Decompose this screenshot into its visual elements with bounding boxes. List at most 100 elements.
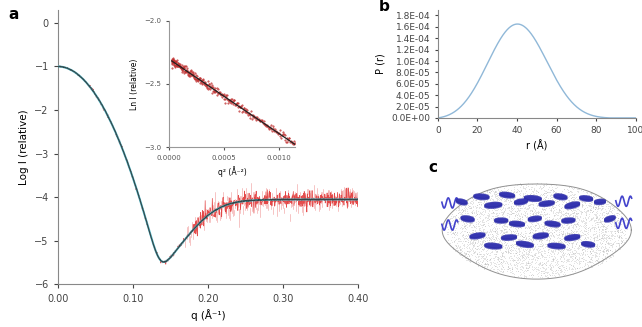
Ellipse shape xyxy=(524,197,542,202)
Point xyxy=(561,214,571,219)
Point xyxy=(615,216,625,221)
Point xyxy=(502,234,512,239)
Point xyxy=(543,257,553,262)
Point xyxy=(515,205,525,211)
Point xyxy=(535,209,546,214)
Point xyxy=(506,188,516,193)
Point xyxy=(480,261,490,266)
Point xyxy=(527,208,537,213)
Point xyxy=(589,207,600,212)
Point xyxy=(535,265,545,270)
Point xyxy=(576,187,586,193)
Point xyxy=(512,246,523,251)
Point xyxy=(468,244,478,249)
Point xyxy=(595,237,605,242)
Point xyxy=(501,198,511,204)
Point xyxy=(533,225,543,231)
Point xyxy=(599,224,609,229)
Point xyxy=(575,224,585,229)
Point xyxy=(613,219,623,224)
Point xyxy=(458,207,469,213)
Point xyxy=(539,265,550,270)
Point xyxy=(573,207,584,212)
Point xyxy=(496,256,507,262)
Point xyxy=(613,244,623,249)
Point xyxy=(527,231,537,236)
Point xyxy=(533,273,543,278)
Point xyxy=(605,240,616,245)
Point xyxy=(510,198,521,203)
Point xyxy=(612,234,622,239)
Point xyxy=(533,262,543,267)
Point xyxy=(531,264,541,269)
Point xyxy=(494,246,504,251)
Point xyxy=(473,224,483,229)
Point xyxy=(556,236,566,242)
Point xyxy=(606,254,616,260)
Point xyxy=(614,232,625,237)
Point xyxy=(584,254,594,260)
Point xyxy=(568,225,578,230)
Point xyxy=(512,186,522,192)
Point xyxy=(553,267,564,272)
Point xyxy=(602,226,612,231)
Point xyxy=(498,264,508,269)
Point xyxy=(611,221,621,227)
Point xyxy=(567,195,577,200)
Point xyxy=(594,219,604,224)
Point xyxy=(486,261,496,266)
Point xyxy=(614,242,625,247)
Point xyxy=(563,240,573,245)
Point xyxy=(582,230,592,235)
Point xyxy=(550,216,560,222)
Point xyxy=(467,247,477,252)
Point xyxy=(459,200,469,206)
Point xyxy=(614,241,625,246)
Point xyxy=(546,249,556,254)
Point xyxy=(535,240,546,245)
Point xyxy=(580,228,591,233)
Point xyxy=(514,188,524,194)
Point xyxy=(449,213,459,218)
Point xyxy=(482,206,492,212)
Point xyxy=(557,258,568,264)
Point xyxy=(507,236,517,241)
Point xyxy=(482,261,492,267)
Ellipse shape xyxy=(539,202,555,207)
Point xyxy=(499,223,509,228)
Point xyxy=(601,248,611,253)
Point xyxy=(571,250,582,255)
Point xyxy=(530,231,541,236)
Point xyxy=(550,196,560,201)
Point xyxy=(556,254,566,260)
Point xyxy=(501,248,511,253)
Point xyxy=(478,201,489,206)
Point xyxy=(512,210,523,215)
Point xyxy=(573,205,584,210)
Point xyxy=(611,215,621,220)
Point xyxy=(557,248,567,253)
Point xyxy=(530,209,540,214)
Point xyxy=(600,245,610,250)
Point xyxy=(596,218,606,224)
Point xyxy=(550,204,560,210)
Point xyxy=(517,252,527,257)
Point xyxy=(549,204,559,209)
Point xyxy=(507,241,517,247)
Point xyxy=(448,247,458,252)
Point xyxy=(557,238,567,243)
Point xyxy=(610,228,620,233)
Point xyxy=(546,239,556,244)
Point xyxy=(575,236,585,242)
Point xyxy=(544,214,554,219)
Point xyxy=(564,206,575,211)
Point xyxy=(523,237,533,242)
Point xyxy=(548,209,559,215)
Point xyxy=(530,217,541,222)
Point xyxy=(510,258,520,263)
Point xyxy=(555,221,566,226)
Point xyxy=(568,226,578,231)
Point xyxy=(569,192,579,197)
Point xyxy=(505,197,515,202)
Point xyxy=(475,231,485,236)
